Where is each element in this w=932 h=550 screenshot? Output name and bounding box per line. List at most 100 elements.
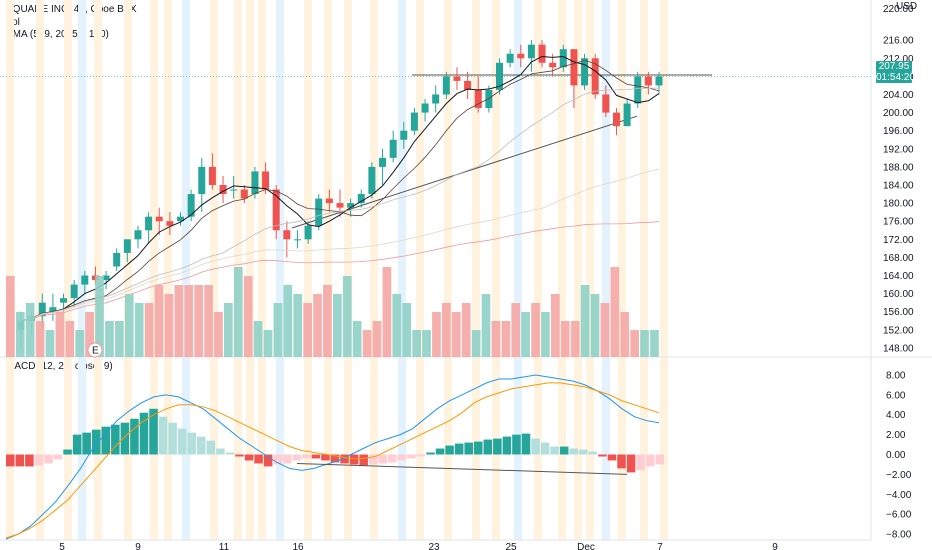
macd-histogram-bar (302, 454, 311, 459)
volume-bar (75, 330, 85, 357)
volume-bar (293, 294, 303, 357)
volume-bar (511, 303, 521, 357)
macd-histogram-bar (53, 454, 63, 460)
candle-body (38, 302, 46, 317)
session-band (258, 0, 266, 540)
volume-bar (392, 294, 402, 357)
macd-histogram-bar (645, 454, 655, 467)
macd-histogram-bar (6, 454, 15, 467)
candle-body (602, 94, 610, 113)
candle-body (219, 185, 227, 195)
candle-body (432, 94, 440, 104)
macd-histogram-bar (216, 448, 225, 455)
macd-histogram-bar (569, 448, 579, 455)
macd-legend[interactable]: MACD (12, 26, close, 9) (6, 361, 113, 372)
price-tick-label: 188.00 (883, 162, 914, 173)
volume-bar (85, 312, 94, 357)
trend-line (291, 115, 638, 229)
candle-body (336, 203, 344, 208)
macd-histogram-bar (426, 452, 435, 455)
session-band (64, 0, 72, 540)
macd-tick-label: 6.00 (886, 390, 906, 401)
macd-histogram-bar (626, 454, 636, 473)
price-tick-label: 156.00 (883, 307, 914, 318)
volume-bar (224, 303, 233, 357)
macd-histogram-bar (225, 452, 235, 455)
volume-bar (204, 285, 213, 357)
candle-body (527, 44, 535, 59)
candle-body (81, 275, 89, 285)
volume-bar (442, 303, 451, 357)
macd-histogram-bar (282, 454, 292, 464)
candle-body (538, 44, 546, 63)
volume-bar (531, 303, 540, 357)
macd-histogram-bar (473, 441, 483, 455)
macd-histogram-bar (540, 442, 550, 455)
candle-body (251, 171, 259, 195)
macd-histogram-bar (130, 418, 139, 455)
sma-legend[interactable]: SMA (5, 9, 20, 50, 100) (6, 29, 109, 40)
volume-bar (481, 294, 491, 357)
volume-bar (541, 312, 550, 357)
macd-histogram-bar (292, 454, 302, 461)
price-tick-label: 164.00 (883, 271, 914, 282)
candle-body (60, 298, 68, 303)
candle-body (123, 239, 131, 253)
candle-body (496, 62, 503, 90)
countdown-tag: 01:54:20 (876, 72, 915, 83)
session-band (444, 0, 452, 540)
macd-tick-label: 4.00 (886, 410, 906, 421)
candle-body (283, 230, 291, 240)
volume-bar (640, 330, 649, 357)
session-band (370, 0, 378, 540)
candle-body (262, 171, 270, 190)
session-band (276, 0, 284, 540)
time-tick-label: Dec (577, 542, 595, 550)
macd-histogram-bar (397, 454, 407, 461)
volume-bar (134, 303, 144, 357)
candle-body (230, 189, 238, 191)
candle-body (559, 49, 567, 68)
volume-bar (451, 312, 461, 357)
volume-bar (630, 330, 639, 357)
candle-body (634, 76, 642, 104)
macd-histogram-bar (559, 446, 569, 455)
macd-histogram-bar (454, 443, 464, 455)
price-tick-label: 216.00 (883, 36, 914, 47)
candle-body (612, 112, 620, 127)
candle-body (70, 284, 78, 299)
candle-body (315, 198, 323, 226)
time-tick-label: 25 (505, 542, 517, 550)
session-band (514, 0, 522, 540)
macd-histogram-bar (101, 426, 111, 455)
volume-bar (55, 312, 65, 357)
volume-bar (590, 294, 600, 357)
macd-histogram-bar (263, 454, 273, 467)
macd-histogram-bar (311, 454, 321, 459)
macd-histogram-bar (34, 454, 44, 466)
time-tick-label: 5 (59, 542, 65, 550)
candle-body (208, 166, 216, 185)
macd-histogram-bar (330, 454, 340, 463)
candle-body (293, 239, 301, 241)
volume-bar (352, 321, 362, 357)
macd-line (5, 374, 660, 540)
candle-body (187, 194, 195, 217)
volume-bar (115, 321, 124, 357)
macd-histogram-bar (349, 454, 359, 465)
candle-body (442, 76, 450, 95)
candle-body (421, 103, 429, 113)
candle-body (549, 62, 557, 68)
candle-body (198, 166, 206, 195)
macd-histogram-bar (254, 454, 263, 464)
time-tick-label: 7 (657, 542, 663, 550)
volume-bar (570, 321, 580, 357)
volume-bar (610, 267, 620, 357)
macd-histogram-bar (91, 429, 101, 455)
volume-bar (253, 321, 263, 357)
macd-histogram-bar (44, 454, 53, 464)
session-band (344, 0, 352, 540)
volume-bar (243, 276, 253, 357)
macd-histogram-bar (416, 454, 426, 457)
